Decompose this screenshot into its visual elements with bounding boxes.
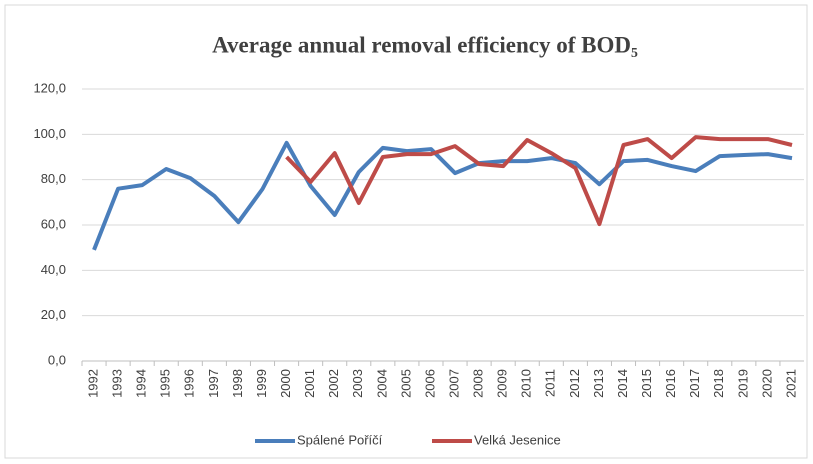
x-tick-label: 2006	[422, 369, 437, 398]
legend-label: Spálené Poříčí	[297, 432, 383, 447]
x-tick-label: 1993	[110, 369, 125, 398]
x-tick-label: 2011	[543, 369, 558, 397]
x-tick-label: 2013	[591, 369, 606, 398]
x-tick-label: 2000	[278, 369, 293, 398]
x-tick-label: 2007	[446, 369, 461, 398]
x-tick-label: 2015	[639, 369, 654, 398]
y-tick-label: 60,0	[41, 216, 66, 231]
x-tick-label: 2001	[302, 369, 317, 398]
x-tick-label: 2020	[759, 369, 774, 398]
x-tick-label: 2004	[374, 369, 389, 398]
x-tick-label: 2012	[567, 369, 582, 398]
y-tick-label: 0,0	[48, 352, 66, 367]
x-tick-label: 2008	[471, 369, 486, 398]
y-tick-label: 100,0	[33, 126, 66, 141]
series-line	[285, 135, 793, 227]
y-tick-label: 80,0	[41, 171, 66, 186]
x-tick-label: 1992	[85, 369, 100, 398]
x-tick-label: 1996	[182, 369, 197, 398]
x-tick-label: 2019	[735, 369, 750, 398]
x-tick-label: 2005	[398, 369, 413, 398]
x-tick-label: 1998	[230, 369, 245, 398]
y-tick-label: 120,0	[33, 80, 66, 95]
x-tick-label: 2017	[687, 369, 702, 398]
x-tick-label: 2021	[783, 369, 798, 398]
y-tick-label: 20,0	[41, 307, 66, 322]
x-tick-label: 2003	[350, 369, 365, 398]
x-tick-label: 1997	[206, 369, 221, 398]
legend-label: Velká Jesenice	[474, 432, 561, 447]
series-line	[92, 140, 793, 251]
x-tick-label: 1995	[158, 369, 173, 398]
x-tick-label: 2018	[711, 369, 726, 398]
x-tick-label: 1994	[134, 369, 149, 398]
x-tick-label: 2002	[326, 369, 341, 398]
x-tick-label: 2016	[663, 369, 678, 398]
chart-title: Average annual removal efficiency of BOD…	[212, 32, 638, 57]
x-tick-label: 1999	[254, 369, 269, 398]
y-tick-label: 40,0	[41, 262, 66, 277]
x-tick-label: 2009	[495, 369, 510, 398]
chart-border	[4, 4, 808, 459]
x-tick-label: 2014	[615, 369, 630, 398]
x-tick-label: 2010	[519, 369, 534, 398]
